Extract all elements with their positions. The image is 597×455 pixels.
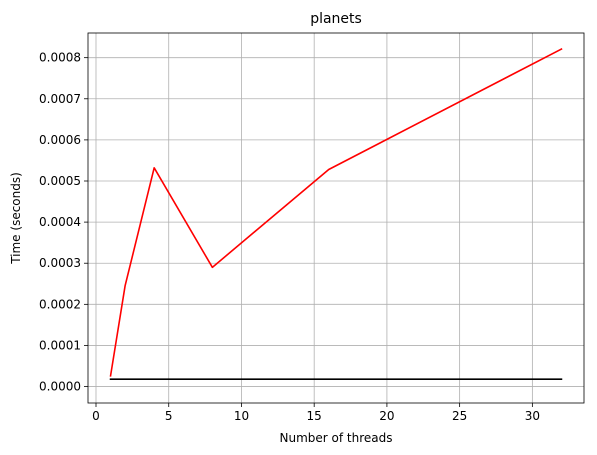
- series-line-1: [109, 47, 563, 377]
- plot-frame: [87, 32, 585, 404]
- y-axis-label: Time (seconds): [9, 172, 23, 265]
- y-tick-label: 0.0007: [39, 92, 81, 106]
- y-tick-label: 0.0008: [39, 51, 81, 65]
- series-lines: [109, 47, 563, 380]
- y-tick-label: 0.0006: [39, 133, 81, 147]
- chart-title: planets: [310, 11, 362, 27]
- x-tick-label: 5: [165, 409, 173, 423]
- grid: [88, 33, 584, 403]
- x-axis: 0 5 10 15 20 25 30: [92, 403, 540, 423]
- y-tick-label: 0.0003: [39, 256, 81, 270]
- y-tick-label: 0.0000: [39, 380, 81, 394]
- y-tick-label: 0.0004: [39, 215, 81, 229]
- y-tick-label: 0.0001: [39, 338, 81, 352]
- x-tick-label: 20: [379, 409, 394, 423]
- y-axis: 0.0000 0.0001 0.0002 0.0003 0.0004 0.0005 0.00…: [39, 51, 88, 394]
- x-tick-label: 15: [307, 409, 322, 423]
- y-tick-label: 0.0002: [39, 297, 81, 311]
- y-tick-label: 0.0005: [39, 174, 81, 188]
- x-axis-label: Number of threads: [280, 431, 393, 445]
- x-tick-label: 10: [234, 409, 249, 423]
- x-tick-label: 25: [452, 409, 467, 423]
- x-tick-label: 0: [92, 409, 100, 423]
- x-tick-label: 30: [525, 409, 540, 423]
